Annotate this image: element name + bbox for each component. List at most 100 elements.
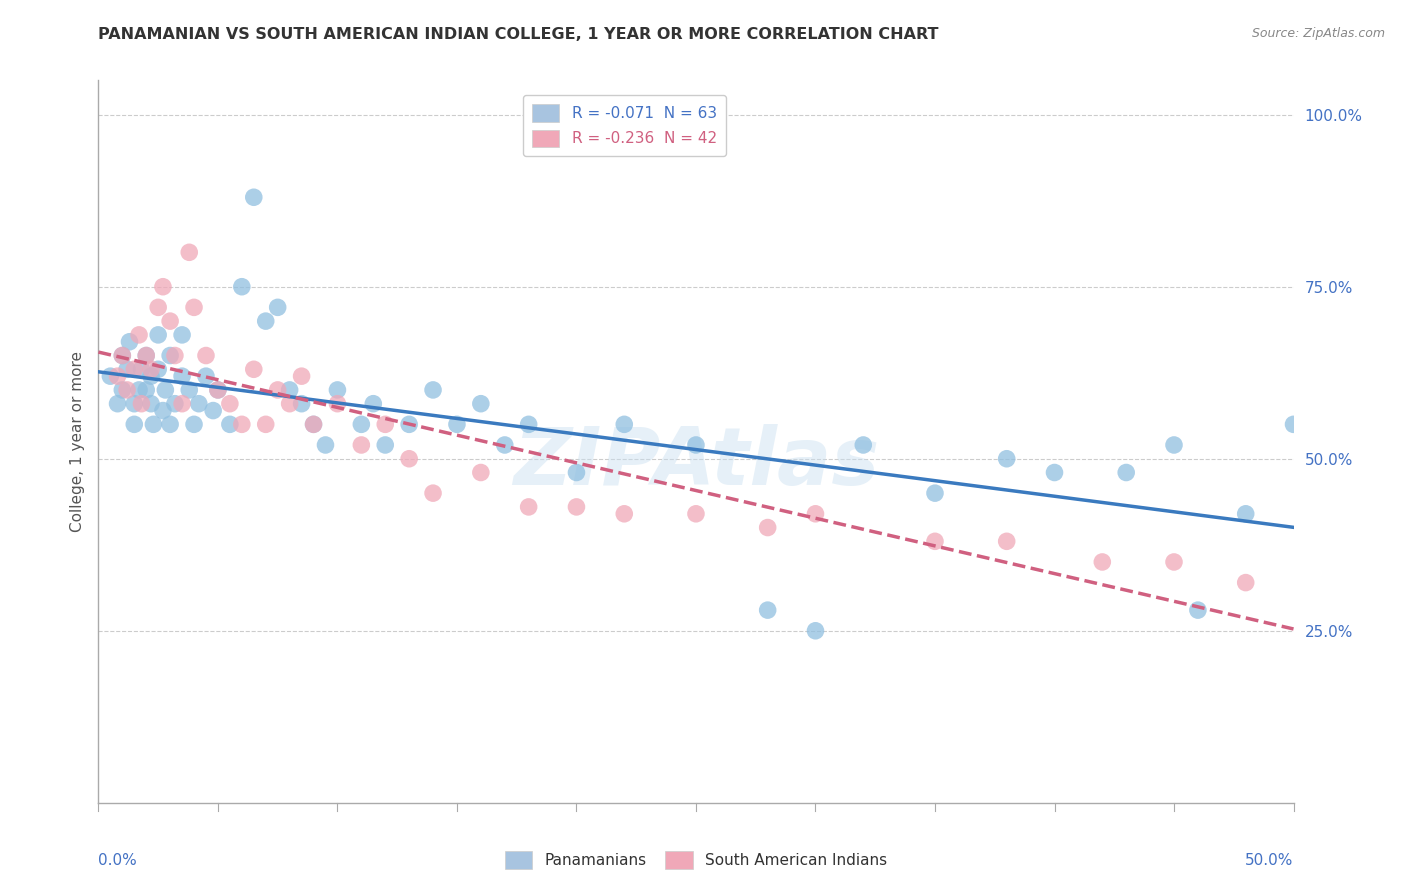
Point: [124, 417, 146, 432]
Point: [207, 383, 229, 397]
Point: [207, 383, 229, 397]
Point: [374, 438, 396, 452]
Point: [172, 369, 194, 384]
Point: [115, 383, 138, 397]
Point: [291, 397, 314, 411]
Point: [1091, 555, 1114, 569]
Point: [128, 327, 150, 342]
Point: [1115, 466, 1137, 480]
Point: [804, 507, 827, 521]
Point: [1187, 603, 1209, 617]
Point: [685, 507, 707, 521]
Point: [202, 403, 225, 417]
Text: 50.0%: 50.0%: [1246, 854, 1294, 869]
Point: [152, 279, 174, 293]
Point: [135, 349, 157, 363]
Point: [148, 327, 170, 342]
Point: [243, 190, 266, 204]
Point: [148, 301, 170, 315]
Point: [613, 507, 636, 521]
Point: [148, 362, 170, 376]
Point: [350, 438, 373, 452]
Point: [374, 417, 396, 432]
Point: [179, 383, 201, 397]
Point: [1234, 507, 1257, 521]
Text: Source: ZipAtlas.com: Source: ZipAtlas.com: [1251, 27, 1385, 40]
Point: [470, 466, 492, 480]
Point: [446, 417, 468, 432]
Point: [159, 417, 181, 432]
Point: [565, 466, 588, 480]
Point: [278, 383, 301, 397]
Point: [159, 349, 181, 363]
Point: [326, 397, 349, 411]
Point: [183, 417, 205, 432]
Point: [142, 417, 165, 432]
Point: [422, 486, 444, 500]
Point: [111, 349, 134, 363]
Point: [995, 451, 1018, 466]
Point: [1043, 466, 1066, 480]
Legend: Panamanians, South American Indians: Panamanians, South American Indians: [499, 845, 893, 875]
Point: [131, 397, 153, 411]
Point: [924, 534, 946, 549]
Point: [231, 279, 253, 293]
Point: [685, 438, 707, 452]
Y-axis label: College, 1 year or more: College, 1 year or more: [69, 351, 84, 532]
Text: ZIPAtlas: ZIPAtlas: [513, 425, 879, 502]
Point: [302, 417, 325, 432]
Point: [613, 417, 636, 432]
Point: [1234, 575, 1257, 590]
Point: [107, 369, 129, 384]
Point: [139, 362, 162, 376]
Point: [118, 334, 141, 349]
Point: [254, 314, 277, 328]
Point: [139, 397, 162, 411]
Point: [302, 417, 325, 432]
Point: [756, 603, 779, 617]
Point: [517, 417, 540, 432]
Point: [291, 369, 314, 384]
Point: [172, 397, 194, 411]
Point: [139, 369, 162, 384]
Point: [1163, 555, 1185, 569]
Point: [243, 362, 266, 376]
Point: [219, 417, 242, 432]
Point: [278, 397, 301, 411]
Point: [183, 301, 205, 315]
Text: 0.0%: 0.0%: [98, 854, 138, 869]
Point: [756, 520, 779, 534]
Point: [804, 624, 827, 638]
Point: [494, 438, 516, 452]
Point: [172, 327, 194, 342]
Point: [1282, 417, 1305, 432]
Point: [128, 383, 150, 397]
Point: [267, 383, 290, 397]
Point: [1163, 438, 1185, 452]
Text: PANAMANIAN VS SOUTH AMERICAN INDIAN COLLEGE, 1 YEAR OR MORE CORRELATION CHART: PANAMANIAN VS SOUTH AMERICAN INDIAN COLL…: [98, 27, 939, 42]
Point: [470, 397, 492, 411]
Point: [326, 383, 349, 397]
Point: [195, 369, 218, 384]
Point: [254, 417, 277, 432]
Point: [315, 438, 337, 452]
Point: [187, 397, 209, 411]
Point: [159, 314, 181, 328]
Point: [111, 383, 134, 397]
Point: [231, 417, 253, 432]
Point: [995, 534, 1018, 549]
Point: [98, 369, 122, 384]
Point: [398, 417, 420, 432]
Point: [517, 500, 540, 514]
Point: [107, 397, 129, 411]
Point: [267, 301, 290, 315]
Point: [219, 397, 242, 411]
Point: [422, 383, 444, 397]
Point: [163, 397, 186, 411]
Point: [852, 438, 875, 452]
Point: [155, 383, 177, 397]
Point: [195, 349, 218, 363]
Point: [363, 397, 385, 411]
Point: [924, 486, 946, 500]
Point: [111, 349, 134, 363]
